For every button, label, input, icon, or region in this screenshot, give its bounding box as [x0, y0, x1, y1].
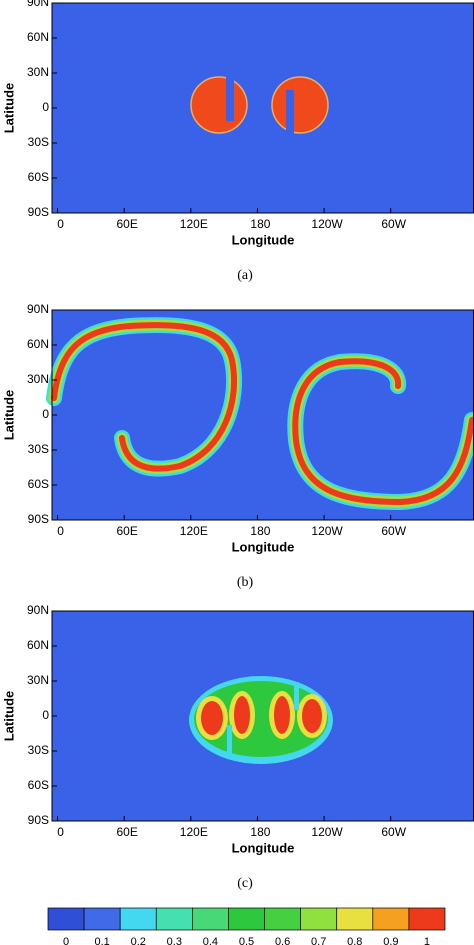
- x-tick-label: 120W: [311, 825, 343, 839]
- filament: [46, 317, 474, 511]
- slot: [226, 76, 234, 121]
- x-tick-label: 60E: [117, 524, 138, 538]
- x-axis-title: Longitude: [232, 232, 295, 247]
- x-tick-label: 60W: [381, 217, 406, 231]
- y-tick-label: 60N: [27, 337, 49, 351]
- y-tick-label: 90S: [28, 813, 49, 827]
- colorbar-label: 0.1: [94, 936, 109, 945]
- colorbar-box: [119, 907, 157, 931]
- panel-caption: (c): [237, 876, 253, 891]
- plot-area: [52, 310, 474, 520]
- y-tick-label: 30N: [27, 372, 49, 386]
- colorbar-label: 0.2: [131, 936, 146, 945]
- x-tick-label: 180: [250, 825, 270, 839]
- colorbar-box: [264, 907, 301, 931]
- colorbar-box: [192, 907, 229, 931]
- y-tick-label: 30S: [28, 442, 49, 456]
- x-axis-title: Longitude: [232, 840, 295, 855]
- colorbar-box: [83, 907, 121, 931]
- x-tick-label: 60W: [381, 524, 406, 538]
- y-tick-label: 30S: [28, 135, 49, 149]
- y-axis-title: Latitude: [1, 691, 16, 742]
- tracer-disc: [190, 76, 248, 134]
- diffused-tracer: [189, 676, 333, 764]
- x-tick-label: 60E: [117, 825, 138, 839]
- colorbar-box: [372, 907, 410, 931]
- x-tick-label: 60E: [117, 217, 138, 231]
- x-tick-label: 120E: [180, 217, 208, 231]
- colorbar-box: [155, 907, 193, 931]
- colorbar-box: [47, 907, 85, 931]
- y-tick-label: 0: [42, 407, 49, 421]
- panel-caption: (b): [237, 575, 254, 590]
- colorbar-label: 0.9: [383, 936, 398, 945]
- colorbar-box: [336, 907, 374, 931]
- x-tick-label: 120W: [311, 524, 343, 538]
- x-tick-label: 180: [250, 524, 270, 538]
- colorbar-label: 0.3: [167, 936, 182, 945]
- colorbar-box: [300, 907, 338, 931]
- y-tick-label: 90N: [27, 302, 49, 316]
- y-tick-label: 30N: [27, 673, 49, 687]
- colorbar-label: 1: [424, 936, 430, 945]
- colorbar-label: 0: [63, 936, 69, 945]
- tracer-disc: [271, 76, 329, 134]
- y-tick-label: 60N: [27, 638, 49, 652]
- y-tick-label: 60S: [28, 778, 49, 792]
- x-tick-label: 120E: [180, 524, 208, 538]
- y-tick-label: 90N: [27, 0, 49, 9]
- y-tick-label: 0: [42, 708, 49, 722]
- x-tick-label: 0: [57, 524, 64, 538]
- colorbar-box: [408, 907, 446, 931]
- colorbar-label: 0.5: [239, 936, 254, 945]
- y-tick-label: 90S: [28, 205, 49, 219]
- y-axis-title: Latitude: [1, 83, 16, 134]
- backgrounds: [52, 3, 474, 821]
- y-tick-label: 0: [42, 100, 49, 114]
- y-tick-label: 90N: [27, 603, 49, 617]
- x-tick-label: 0: [57, 825, 64, 839]
- colorbar-label: 0.4: [203, 936, 218, 945]
- x-tick-label: 0: [57, 217, 64, 231]
- slot: [286, 90, 294, 138]
- y-tick-label: 60S: [28, 477, 49, 491]
- plot-area: [52, 3, 474, 213]
- y-axis-title: Latitude: [1, 390, 16, 441]
- y-tick-label: 60S: [28, 170, 49, 184]
- y-tick-label: 60N: [27, 30, 49, 44]
- x-tick-label: 60W: [381, 825, 406, 839]
- panel-caption: (a): [237, 268, 253, 283]
- y-tick-label: 90S: [28, 512, 49, 526]
- x-tick-label: 180: [250, 217, 270, 231]
- x-tick-label: 120E: [180, 825, 208, 839]
- x-tick-label: 120W: [311, 217, 343, 231]
- colorbar-label: 0.8: [347, 936, 362, 945]
- field-shapes: [46, 76, 474, 764]
- colorbar-label: 0.6: [275, 936, 290, 945]
- x-axis-title: Longitude: [232, 539, 295, 554]
- y-tick-label: 30N: [27, 65, 49, 79]
- colorbar-label: 0.7: [311, 936, 326, 945]
- colorbar-box: [228, 907, 265, 931]
- y-tick-label: 30S: [28, 743, 49, 757]
